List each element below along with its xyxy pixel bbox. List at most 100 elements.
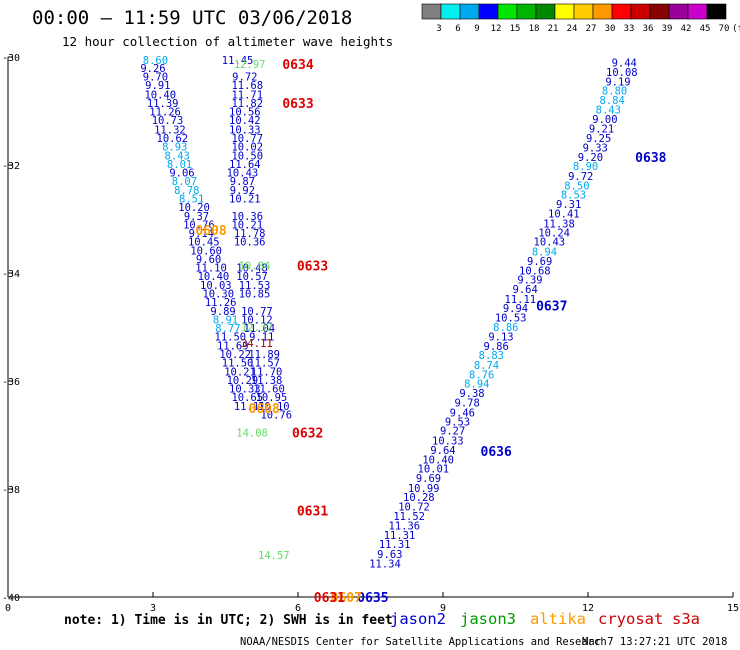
colorbar-label: 21 (548, 24, 559, 34)
wave-height-label: 10.03 (200, 280, 232, 292)
wave-height-label: 11.53 (239, 280, 271, 292)
colorbar-label: 6 (455, 24, 460, 34)
track-time-label: 0608 (249, 402, 280, 417)
wave-height-label: 8.43 (596, 104, 621, 116)
wave-height-label: 11.38 (251, 375, 283, 387)
wave-height-label: 9.27 (440, 426, 465, 438)
y-tick-label: -32 (2, 161, 20, 172)
legend-jason2: jason2 (390, 610, 446, 628)
colorbar-swatch (421, 3, 442, 20)
wave-height-label: 8.60 (143, 55, 168, 67)
wave-height-label: 10.68 (519, 265, 551, 277)
x-tick-label: 3 (150, 603, 156, 614)
wave-height-label: 10.02 (231, 142, 263, 154)
wave-height-label: 10.41 (548, 209, 580, 221)
wave-height-label: 9.31 (556, 199, 581, 211)
colorbar-swatch (687, 3, 708, 20)
wave-height-label: 8.07 (172, 176, 197, 188)
wave-height-label: 10.45 (188, 237, 220, 249)
wave-height-label: 10.85 (239, 289, 271, 301)
wave-height-label: 10.40 (422, 454, 454, 466)
colorbar-swatch (668, 3, 689, 20)
wave-height-label: 8.78 (174, 185, 199, 197)
wave-height-label: 9.44 (612, 57, 637, 69)
wave-height-label: 9.63 (377, 549, 402, 561)
wave-height-label: 14.57 (258, 550, 290, 562)
track-time-label: 0607 (331, 591, 362, 606)
wave-height-label: 10.62 (157, 133, 189, 145)
wave-height-label: 11.71 (231, 89, 263, 101)
colorbar-label: 24 (567, 24, 578, 34)
wave-height-label: 11.11 (505, 294, 537, 306)
colorbar-label: 27 (586, 24, 597, 34)
wave-height-label: 10.36 (234, 237, 266, 249)
wave-height-label: 10.30 (202, 289, 234, 301)
wave-height-label: 11.04 (244, 323, 276, 335)
wave-height-label: 9.33 (583, 143, 608, 155)
track-time-label: 0632 (292, 426, 323, 441)
track-time-label: 0633 (297, 259, 328, 274)
wave-height-label: 9.53 (445, 417, 470, 429)
wave-height-label: 9.19 (605, 76, 630, 88)
wave-height-label: 10.48 (236, 263, 268, 275)
colorbar-label: 18 (529, 24, 540, 34)
legend-altika: altika (530, 610, 586, 628)
footer-credit: NOAA/NESDIS Center for Satellite Applica… (240, 636, 607, 648)
colorbar-swatch (535, 3, 556, 20)
wave-height-label: 9.64 (430, 445, 455, 457)
track-time-label: 0634 (282, 58, 313, 73)
colorbar-swatch (649, 3, 670, 20)
wave-height-label: 9.69 (527, 256, 552, 268)
colorbar-swatch (440, 3, 461, 20)
wave-height-label: 10.50 (231, 150, 263, 162)
wave-height-label: 11.50 (215, 332, 247, 344)
colorbar-label: 39 (662, 24, 673, 34)
y-tick-label: -40 (2, 593, 20, 604)
wave-height-label: 10.76 (260, 409, 292, 421)
wave-height-label: 10.60 (190, 245, 222, 257)
colorbar-label: 12 (491, 24, 502, 34)
wave-height-label: 10.57 (236, 271, 268, 283)
colorbar-swatch (630, 3, 651, 20)
wave-height-label: 9.91 (145, 80, 170, 92)
wave-height-label: 9.72 (232, 71, 257, 83)
legend-s3a: s3a (672, 610, 700, 628)
x-tick-label: 15 (727, 603, 739, 614)
wave-height-label: 11.82 (231, 98, 263, 110)
wave-height-label: 9.26 (140, 63, 165, 75)
wave-height-label: 9.39 (517, 274, 542, 286)
y-tick-label: -30 (2, 53, 20, 64)
wave-height-label: 11.36 (389, 521, 421, 533)
wave-height-label: 9.87 (230, 176, 255, 188)
wave-height-label: 11.26 (149, 107, 181, 119)
wave-height-label: 9.11 (249, 332, 274, 344)
wave-height-label: 10.10 (258, 401, 290, 413)
wave-height-label: 11.31 (384, 530, 416, 542)
colorbar-label: 9 (474, 24, 479, 34)
wave-height-label: 10.21 (231, 219, 263, 231)
wave-height-label: 8.74 (474, 360, 499, 372)
wave-height-label: 11.57 (248, 358, 280, 370)
plot-axes (7, 57, 733, 598)
wave-height-label: 11.52 (393, 511, 425, 523)
wave-height-label: 9.21 (589, 123, 614, 135)
x-tick-label: 0 (5, 603, 11, 614)
track-time-label: 0633 (282, 97, 313, 112)
wave-height-label: 8.91 (213, 314, 238, 326)
legend-jason3: jason3 (460, 610, 516, 628)
wave-height-label: 10.21 (224, 366, 256, 378)
wave-height-label: 10.29 (227, 375, 259, 387)
colorbar-swatch (478, 3, 499, 20)
wave-height-label: 11.45 (222, 55, 254, 67)
wave-height-label: 11.70 (251, 366, 283, 378)
wave-height-label: 11.89 (248, 349, 280, 361)
satellite-legend: jason2 jason3 altika cryosat s3a (390, 610, 700, 628)
wave-height-label: 10.65 (231, 392, 263, 404)
wave-height-label: 9.94 (503, 303, 528, 315)
x-tick-labels: 0 3 6 9 12 15 (5, 592, 739, 614)
wave-height-label: 10.33 (229, 124, 261, 136)
wave-height-label: 8.77 (215, 323, 240, 335)
colorbar-label: 30 (605, 24, 616, 34)
y-tick-labels: -30 -32 -34 -36 -38 -40 (2, 53, 20, 604)
